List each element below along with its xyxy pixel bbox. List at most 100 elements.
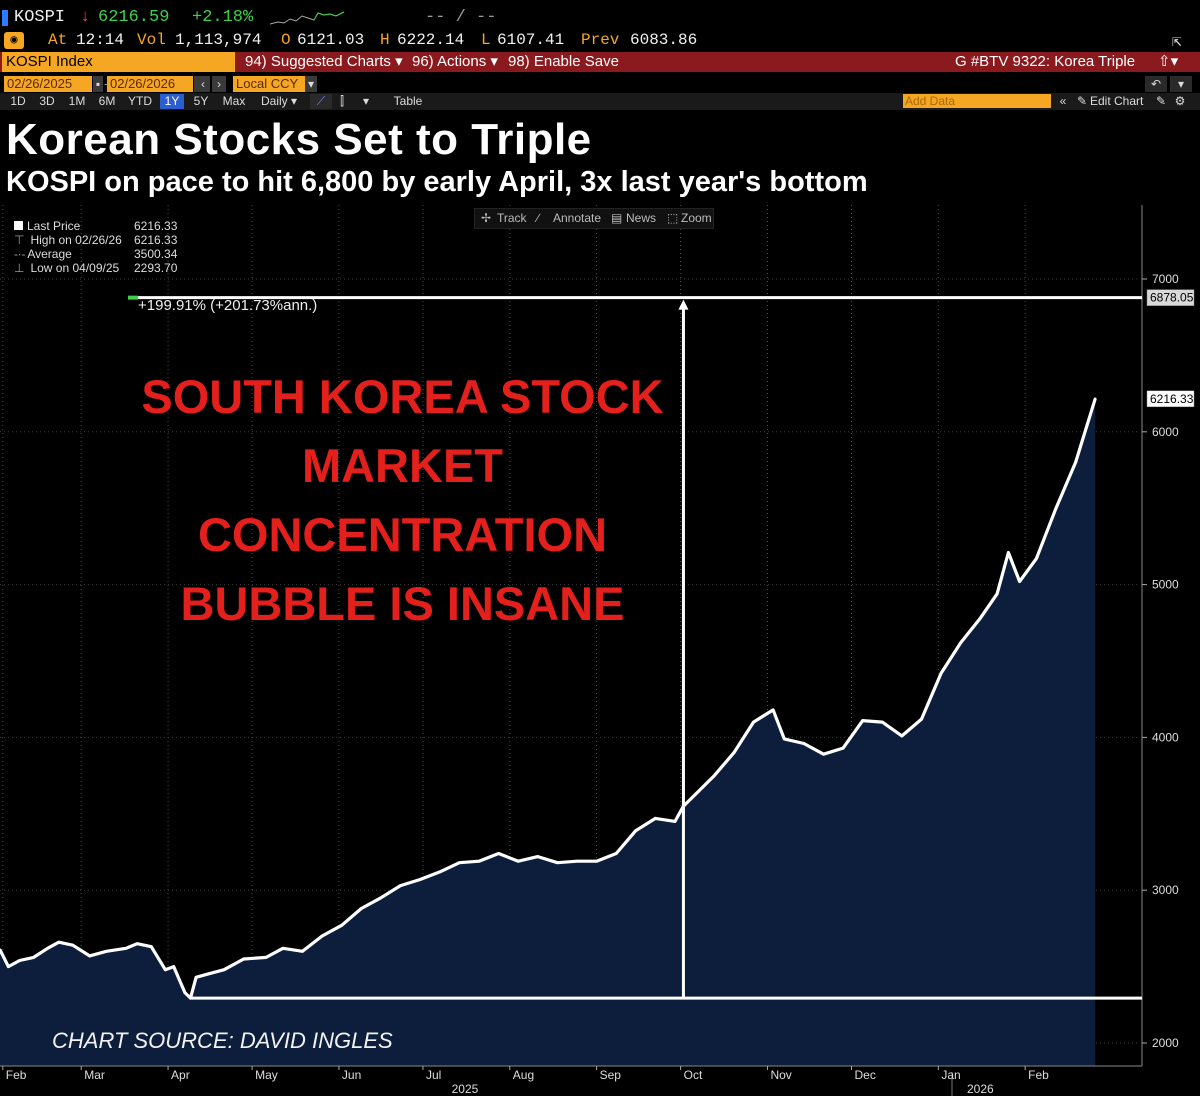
chevron-down-icon[interactable]: ▾ bbox=[305, 76, 317, 92]
chart-toolbar: ✢ Track ∕ Annotate ▤ News ⬚ Zoom bbox=[474, 208, 714, 229]
x-tick-label: Feb bbox=[6, 1068, 27, 1082]
edit-chart-button[interactable]: Edit Chart bbox=[1090, 94, 1144, 108]
x-tick-label: May bbox=[255, 1068, 278, 1082]
average-marker-icon: -∙- bbox=[14, 247, 26, 261]
stats-row: ◉ At 12:14 Vol 1,113,974 O 6121.03 H 622… bbox=[0, 31, 1200, 51]
price-point bbox=[1054, 506, 1058, 510]
last-price-tag: 6216.33 bbox=[1150, 392, 1194, 406]
news-button[interactable]: News bbox=[626, 211, 657, 225]
range-5y[interactable]: 5Y bbox=[193, 94, 209, 108]
range-max[interactable]: Max bbox=[222, 94, 246, 108]
sparkline-icon bbox=[270, 11, 345, 25]
zoom-icon[interactable]: ⬚ bbox=[667, 211, 679, 225]
chart-title: Korean Stocks Set to Triple bbox=[6, 115, 592, 164]
pencil-icon[interactable]: ∕ bbox=[537, 211, 540, 225]
popout-icon[interactable]: ⇱ bbox=[1172, 33, 1182, 51]
legend-row-high[interactable]: ⊤ High on 02/26/26 6216.33 bbox=[14, 233, 179, 247]
legend-row-average[interactable]: -∙- Average 3500.34 bbox=[14, 247, 179, 261]
annotation-line: CONCENTRATION bbox=[197, 508, 608, 561]
legend: Last Price 6216.33 ⊤ High on 02/26/26 621… bbox=[14, 219, 179, 275]
ticker-symbol[interactable]: KOSPI bbox=[14, 8, 66, 27]
legend-average-label: Average bbox=[27, 247, 72, 261]
range-3d[interactable]: 3D bbox=[39, 94, 55, 108]
track-button[interactable]: Track bbox=[497, 211, 527, 225]
x-tick-label: Mar bbox=[84, 1068, 105, 1082]
share-icon[interactable]: ⇧▾ bbox=[1158, 53, 1179, 70]
annotation-line: MARKET bbox=[301, 439, 504, 492]
pencil-icon[interactable]: ✎ bbox=[1076, 94, 1088, 108]
price-point bbox=[634, 829, 638, 832]
y-tick-label: 3000 bbox=[1152, 883, 1179, 897]
zoom-button[interactable]: Zoom bbox=[681, 211, 712, 225]
price-point bbox=[360, 907, 363, 910]
open-label: O bbox=[281, 31, 291, 49]
table-button[interactable]: Table bbox=[393, 94, 423, 108]
suggested-charts-button[interactable]: 94) Suggested Charts ▾ bbox=[245, 53, 403, 70]
edit-icon[interactable]: ✎ bbox=[1155, 94, 1167, 108]
start-date-field[interactable]: 02/26/2025 bbox=[4, 76, 92, 92]
x-tick-label: Sep bbox=[600, 1068, 622, 1082]
gear-icon[interactable]: ⚙ bbox=[1174, 94, 1186, 108]
actions-button[interactable]: 96) Actions ▾ bbox=[412, 53, 498, 70]
y-tick-label: 5000 bbox=[1152, 578, 1179, 592]
annotate-button[interactable]: Annotate bbox=[553, 211, 602, 225]
low-marker-icon: ⊥ bbox=[14, 261, 25, 275]
price-point bbox=[124, 946, 128, 950]
price-point bbox=[1018, 580, 1021, 583]
price-point bbox=[536, 855, 540, 858]
y-tick-label: 2000 bbox=[1152, 1036, 1179, 1050]
price-point bbox=[18, 959, 21, 962]
price-point bbox=[841, 746, 845, 750]
frequency-select[interactable]: Daily ▾ bbox=[260, 94, 298, 108]
line-chart-icon[interactable]: ⟋ bbox=[310, 94, 332, 109]
legend-low-value: 2293.70 bbox=[134, 261, 178, 275]
price-point bbox=[46, 946, 49, 950]
legend-row-low[interactable]: ⊥ Low on 04/09/25 2293.70 bbox=[14, 261, 179, 275]
range-1y[interactable]: 1Y bbox=[160, 94, 184, 109]
move-label: +199.91% (+201.73%ann.) bbox=[138, 297, 318, 314]
range-1m[interactable]: 1M bbox=[68, 94, 86, 108]
price-point bbox=[959, 641, 963, 644]
price-point bbox=[920, 717, 923, 721]
enable-save-button[interactable]: 98) Enable Save bbox=[508, 53, 619, 70]
collapse-icon[interactable]: « bbox=[1059, 94, 1067, 108]
crosshair-icon[interactable]: ✢ bbox=[481, 211, 492, 225]
realtime-icon: ◉ bbox=[4, 32, 24, 49]
price-point bbox=[939, 671, 943, 675]
price-point bbox=[71, 943, 75, 947]
range-1d[interactable]: 1D bbox=[10, 94, 26, 108]
calendar-icon[interactable]: ▪ bbox=[93, 76, 103, 92]
low-label: L bbox=[481, 31, 491, 49]
range-ytd[interactable]: YTD bbox=[128, 94, 152, 108]
last-price-tag-box bbox=[1146, 390, 1195, 408]
chevron-left-icon[interactable]: ‹ bbox=[196, 76, 210, 92]
currency-field[interactable]: Local CCY bbox=[233, 76, 305, 92]
legend-swatch bbox=[14, 221, 23, 230]
y-tick-label: 6000 bbox=[1152, 425, 1179, 439]
chevron-right-icon[interactable]: › bbox=[212, 76, 226, 92]
ticker-extra: -- / -- bbox=[425, 8, 497, 27]
legend-row-last[interactable]: Last Price 6216.33 bbox=[14, 219, 179, 233]
range-6m[interactable]: 6M bbox=[98, 94, 116, 108]
bar-chart-icon[interactable]: ⫿ bbox=[340, 94, 344, 108]
target-tag-box bbox=[1146, 289, 1195, 306]
chevron-down-icon[interactable]: ▾ bbox=[1170, 76, 1192, 92]
axis-ticks bbox=[0, 205, 1147, 1096]
year-label: 2025 bbox=[452, 1082, 479, 1096]
price-point bbox=[1007, 551, 1010, 554]
price-point bbox=[822, 752, 825, 756]
undo-icon[interactable]: ↶ bbox=[1145, 76, 1167, 92]
price-point bbox=[163, 968, 167, 971]
x-tick-label: Jan bbox=[941, 1068, 960, 1082]
ticker-row: KOSPI ↓ 6216.59 +2.18% -- / -- bbox=[0, 8, 1200, 30]
price-point bbox=[57, 940, 61, 944]
price-points bbox=[0, 397, 1097, 1000]
index-field[interactable]: KOSPI Index bbox=[2, 52, 235, 72]
x-tick-label: Feb bbox=[1028, 1068, 1049, 1082]
price-point bbox=[172, 965, 175, 968]
add-data-field[interactable]: Add Data bbox=[903, 94, 1051, 108]
chevron-down-icon[interactable]: ▾ bbox=[362, 94, 370, 108]
news-icon[interactable]: ▤ bbox=[611, 211, 623, 225]
end-date-field[interactable]: 02/26/2026 bbox=[107, 76, 193, 92]
